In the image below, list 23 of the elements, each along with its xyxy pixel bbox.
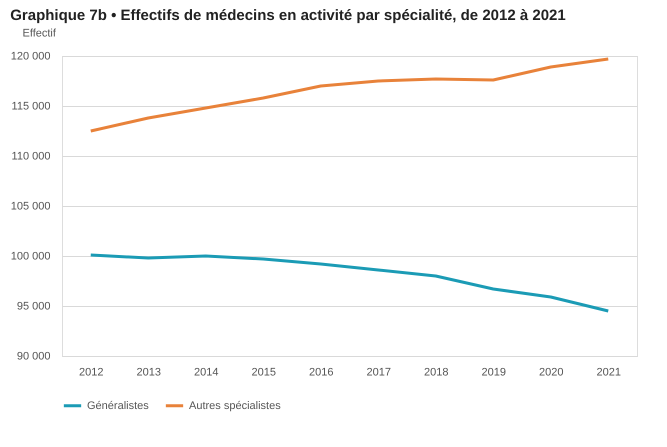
line-series — [89, 58, 610, 132]
line-series — [89, 254, 610, 312]
legend-label: Généralistes — [87, 400, 150, 412]
x-tick-label: 2020 — [539, 366, 564, 378]
legend-label: Autres spécialistes — [189, 400, 282, 412]
x-tick-label: 2014 — [194, 366, 218, 378]
y-axis-title: Effectif — [22, 28, 57, 40]
y-tick-label: 120 000 — [10, 50, 50, 62]
chart-title: Graphique 7b • Effectifs de médecins en activité par spécialité, de 2012 à 2021 — [10, 7, 566, 24]
x-tick-label: 2019 — [482, 366, 506, 378]
y-tick-label: 100 000 — [10, 250, 50, 262]
y-tick-label: 90 000 — [16, 350, 50, 362]
x-tick-label: 2012 — [79, 366, 104, 378]
x-tick-label: 2013 — [136, 366, 161, 378]
y-tick-label: 110 000 — [12, 150, 50, 162]
y-tick-label: 95 000 — [16, 300, 50, 312]
x-tick-label: 2018 — [424, 366, 448, 378]
x-tick-label: 2017 — [366, 366, 391, 378]
x-tick-label: 2021 — [596, 366, 621, 378]
y-tick-label: 115 000 — [12, 100, 50, 112]
y-tick-label: 105 000 — [10, 200, 50, 212]
x-tick-label: 2015 — [252, 366, 276, 378]
x-tick-label: 2016 — [309, 366, 334, 378]
